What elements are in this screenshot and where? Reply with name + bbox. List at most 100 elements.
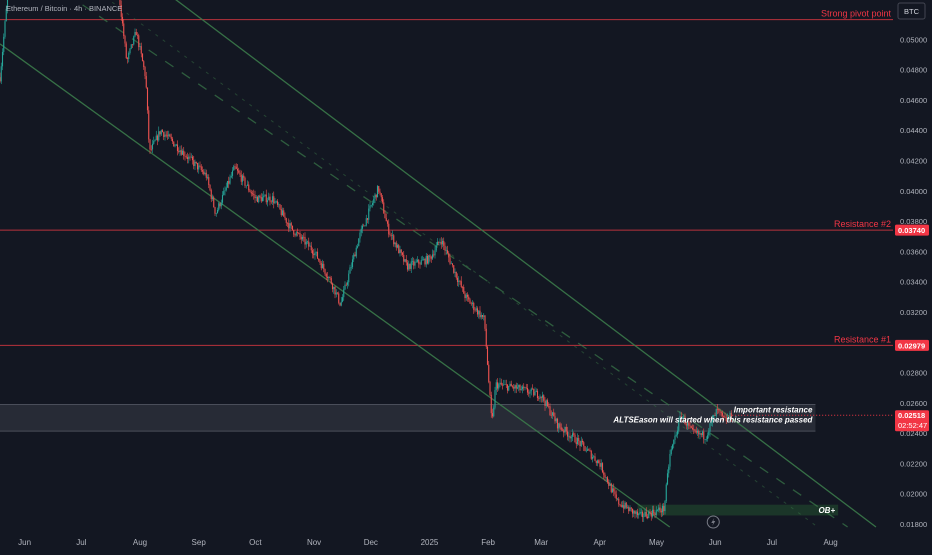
candle-body	[644, 511, 646, 517]
candle-body	[600, 463, 602, 467]
candle-body	[201, 170, 204, 172]
candle-body	[235, 166, 237, 169]
demand-zone[interactable]	[637, 504, 839, 516]
candle-body	[1, 51, 4, 67]
candle-body	[149, 139, 151, 150]
candle-body	[485, 328, 487, 347]
candle-body	[673, 439, 675, 445]
candle-body	[491, 413, 494, 417]
candle-body	[510, 383, 512, 387]
candle-body	[183, 150, 185, 156]
candle-body	[660, 510, 662, 513]
candle-body	[325, 273, 327, 277]
candle-body	[505, 383, 507, 385]
candle-body	[613, 488, 615, 492]
candle-body	[509, 383, 511, 386]
candle-body	[488, 364, 490, 382]
channel-lower-line[interactable]	[0, 43, 671, 528]
candle-body	[379, 191, 381, 194]
candle-body	[396, 245, 399, 248]
candle-body	[378, 186, 380, 192]
channel-upper-line[interactable]	[108, 0, 877, 528]
candle-body	[410, 261, 412, 269]
candle-body	[296, 232, 299, 234]
candle-body	[548, 405, 550, 407]
candle-body	[179, 150, 181, 152]
candle-body	[181, 150, 184, 155]
candle-body	[530, 388, 532, 392]
candle-body	[636, 511, 639, 516]
y-tick-label-13: 0.02200	[900, 459, 927, 468]
candle-body	[708, 431, 710, 436]
candle-body	[148, 110, 150, 140]
lightning-icon-bolt	[711, 518, 716, 526]
candle-body	[658, 507, 660, 510]
candle-body	[371, 203, 374, 206]
candle-body	[409, 263, 411, 269]
candle-body	[724, 417, 726, 418]
candle-body	[451, 263, 454, 266]
candle-body	[414, 261, 416, 266]
candle-body	[621, 505, 624, 507]
candle-body	[633, 510, 635, 514]
candle-body	[283, 210, 285, 217]
candle-body	[411, 261, 414, 262]
candle-body	[299, 233, 301, 237]
candle-body	[535, 390, 537, 392]
candle-body	[355, 247, 357, 257]
candle-body	[641, 511, 644, 518]
candle-body	[628, 507, 630, 512]
candle-body	[460, 281, 462, 287]
candle-body	[281, 210, 284, 216]
candle-body	[538, 398, 540, 399]
level-value-badge-3: 0.02979	[898, 341, 925, 350]
candle-body	[285, 218, 287, 223]
currency-badge[interactable]: BTC	[904, 7, 920, 16]
candle-body	[484, 315, 486, 329]
candle-body	[178, 151, 180, 152]
candle-body	[239, 172, 241, 175]
candle-body	[444, 245, 446, 251]
candle-body	[360, 228, 362, 233]
candle-body	[461, 286, 464, 288]
candle-body	[340, 301, 342, 306]
candle-body	[578, 438, 580, 442]
candle-body	[251, 193, 254, 195]
candle-body	[248, 184, 250, 191]
candle-body	[130, 44, 132, 49]
candle-body	[308, 241, 310, 247]
level-label-2: Resistance #2	[834, 219, 891, 229]
time-axis[interactable]	[0, 530, 932, 550]
candle-body	[571, 433, 574, 437]
candle-body	[335, 292, 337, 295]
lightning-icon[interactable]	[706, 515, 720, 529]
candle-body	[120, 5, 122, 17]
candle-body	[568, 435, 570, 437]
candle-body	[620, 505, 622, 507]
x-tick-label-14: Aug	[823, 538, 837, 547]
candle-body	[464, 293, 466, 299]
price-axis[interactable]	[893, 0, 932, 550]
candle-body	[603, 472, 605, 475]
candle-body	[680, 415, 682, 419]
candle-body	[546, 400, 549, 406]
candle-body	[521, 386, 524, 390]
candle-body	[380, 193, 382, 198]
candle-body	[645, 511, 647, 517]
candle-body	[454, 271, 456, 273]
candle-body	[618, 498, 620, 505]
candle-body	[466, 294, 469, 297]
candle-body	[583, 442, 585, 447]
currency-badge-box[interactable]	[897, 2, 926, 20]
candle-body	[690, 426, 692, 428]
candle-body	[314, 252, 316, 256]
candle-body	[601, 463, 604, 473]
candle-body	[176, 144, 179, 152]
candle-body	[3, 36, 5, 52]
candle-body	[598, 460, 600, 463]
candle-body	[143, 61, 145, 68]
candle-body	[185, 156, 187, 158]
candle-body	[156, 135, 159, 141]
